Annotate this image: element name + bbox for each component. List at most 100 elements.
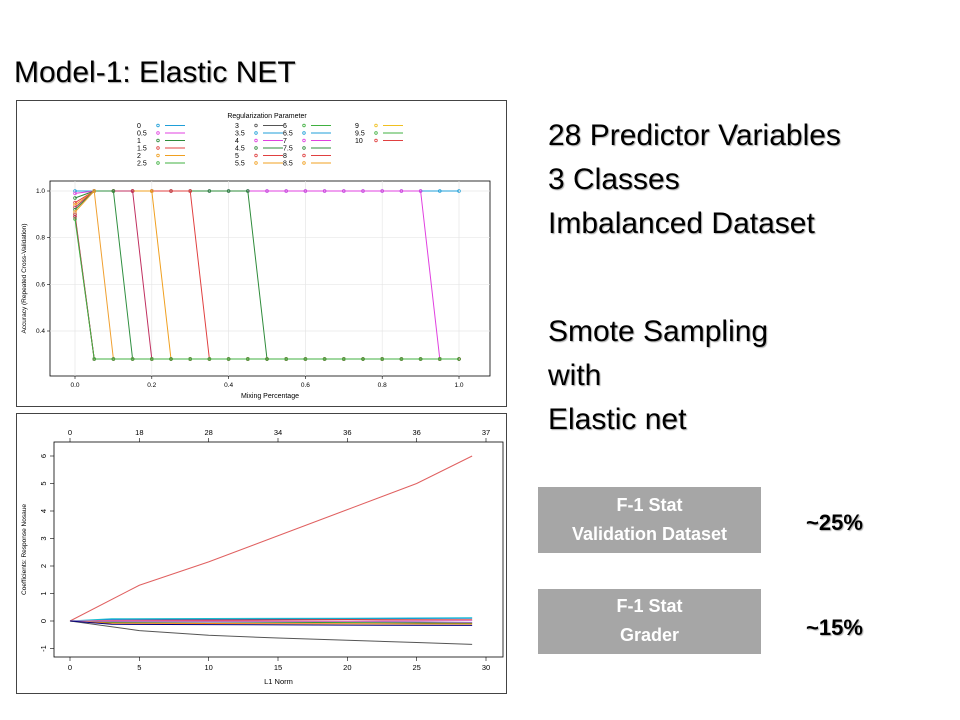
legend-marker (374, 138, 378, 143)
legend-label: 4.5 (235, 146, 245, 153)
info-line: Imbalanced Dataset (548, 207, 815, 240)
stat-label: F-1 Stat (616, 495, 683, 515)
series-point (188, 357, 192, 361)
legend-marker (254, 131, 258, 135)
legend-label: 1.5 (137, 146, 147, 153)
coefficient-path (69, 617, 473, 622)
series-point (73, 210, 77, 214)
y-tick-label: 5 (39, 481, 48, 485)
x-tick-label: 20 (343, 663, 351, 672)
series-point (342, 189, 346, 193)
top-tick-label: 34 (274, 428, 282, 437)
legend-marker (302, 131, 306, 135)
legend-label: 5 (235, 153, 239, 160)
top-tick-label: 0 (68, 428, 72, 437)
coefficient-path (69, 620, 473, 623)
series-point (111, 357, 116, 361)
series-point (150, 189, 154, 193)
coefficient-path (69, 619, 473, 622)
coefficient-path (69, 617, 473, 622)
series-point (188, 189, 192, 193)
stat-box-validation: F-1 Stat Validation Dataset (538, 487, 761, 553)
stat-value-grader: ~15% (806, 615, 863, 640)
series-point (284, 357, 288, 361)
legend-marker (302, 153, 306, 158)
series-point (169, 357, 173, 361)
series-point (92, 189, 96, 193)
legend-label: 2.5 (137, 161, 147, 168)
x-tick-label: 10 (204, 663, 212, 672)
x-tick-label: 1.0 (454, 382, 463, 389)
series-point (399, 189, 404, 193)
series-point (169, 189, 173, 193)
coefficients-chart: 0 5 10 15 20 25 30 0 18 28 34 36 36 37 -1 0 1 2 3 4 5 6 L1 Nor… (16, 413, 507, 694)
x-tick-label: 0.0 (70, 382, 79, 389)
slide-title: Model-1: Elastic NET (14, 56, 296, 89)
y-tick-label: -1 (39, 645, 48, 652)
coefficient-path (69, 620, 473, 625)
legend-marker (156, 153, 160, 158)
series-point (303, 189, 308, 193)
legend-marker (254, 153, 258, 158)
series-point (207, 189, 212, 193)
series-point (303, 357, 308, 361)
series-point (73, 214, 77, 219)
stat-label: Validation Dataset (571, 524, 728, 544)
y-tick-label: 1.0 (36, 188, 45, 195)
legend-marker (302, 161, 306, 165)
x-axis-label: Mixing Percentage (241, 393, 299, 400)
legend-label: 8 (283, 153, 287, 160)
legend-marker (374, 131, 378, 135)
y-tick-label: 0 (39, 619, 48, 623)
legend-marker (254, 146, 258, 150)
legend-label: 10 (355, 138, 363, 145)
series-point (246, 357, 250, 361)
top-tick-label: 28 (204, 428, 212, 437)
method-line: with (548, 359, 602, 392)
series-point (73, 189, 77, 193)
series-point (284, 189, 288, 193)
y-tick-label: 0.8 (36, 235, 45, 242)
method-info: Smote Sampling with Elastic net (548, 310, 768, 442)
series-point (207, 357, 212, 361)
legend-marker (302, 138, 306, 143)
series-point (111, 189, 116, 193)
stat-label: F-1 Stat (616, 596, 683, 616)
legend-marker (156, 123, 160, 128)
series-point (265, 357, 269, 361)
x-tick-label: 15 (274, 663, 282, 672)
y-tick-label: 2 (39, 564, 48, 568)
series-point (73, 212, 77, 217)
series-point (380, 189, 384, 193)
series-point (418, 357, 423, 361)
series-point (342, 357, 346, 361)
stat-value-validation: ~25% (806, 510, 863, 535)
series-point (380, 357, 384, 361)
accuracy-chart: Regularization Parameter 0 0.5 1 1.5 2 2.5 3 3.5… (16, 100, 507, 407)
legend-marker (302, 146, 306, 150)
top-tick-label: 37 (482, 428, 490, 437)
series-point (73, 196, 77, 200)
legend-label: 0.5 (137, 131, 147, 138)
series-point (150, 357, 154, 361)
y-axis-label: Coefficients: Response Nosaue (21, 504, 28, 595)
legend-label: 8.5 (283, 161, 293, 168)
x-tick-label: 0.4 (224, 382, 233, 389)
info-line: 3 Classes (548, 163, 680, 196)
series-point (92, 357, 96, 361)
legend-marker (156, 131, 160, 135)
series-point (73, 217, 77, 221)
y-tick-label: 4 (39, 509, 48, 513)
series-point (418, 189, 423, 193)
legend-label: 9.5 (355, 131, 365, 138)
series-point (457, 189, 461, 193)
legend-title: Regularization Parameter (227, 113, 307, 120)
coefficient-path (69, 455, 473, 622)
legend-marker (254, 123, 258, 128)
legend-marker (156, 161, 160, 165)
y-tick-label: 0.6 (36, 281, 45, 288)
x-tick-label: 0 (68, 663, 72, 672)
top-tick-label: 36 (412, 428, 420, 437)
legend-label: 3.5 (235, 131, 245, 138)
